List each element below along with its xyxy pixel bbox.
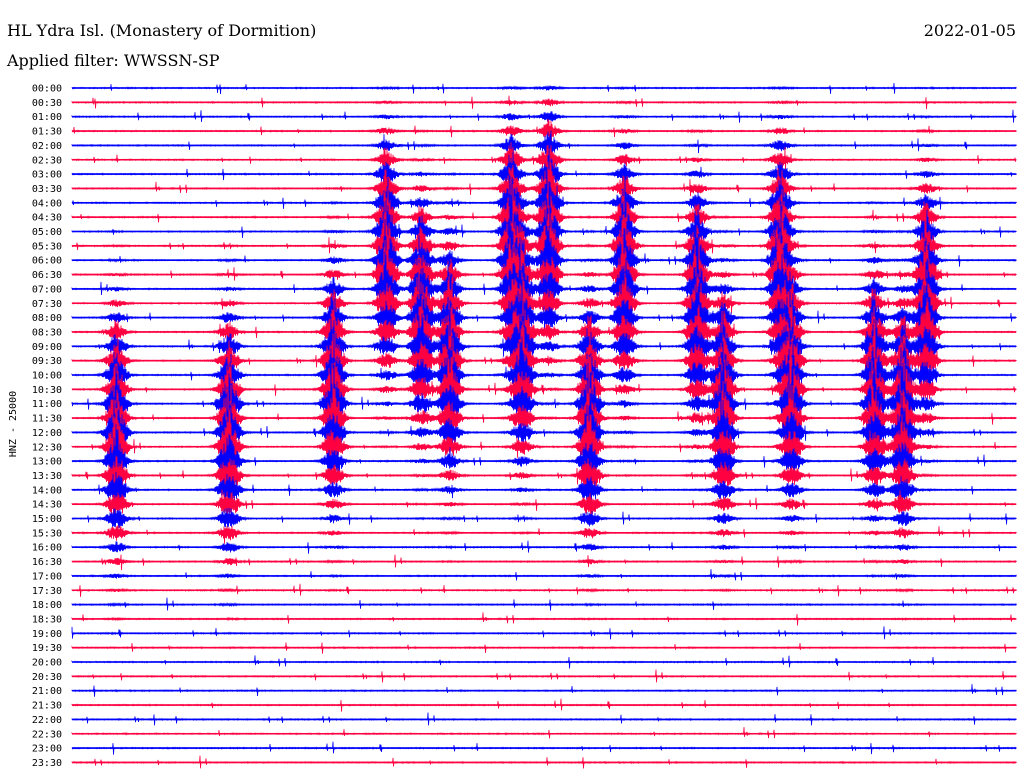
- trace-line: [71, 259, 1017, 347]
- seismic-traces: [71, 82, 1017, 769]
- time-tick-label: 19:00: [32, 629, 62, 640]
- time-tick-label: 16:30: [32, 557, 62, 568]
- time-tick-label: 21:00: [32, 686, 62, 697]
- channel-label: HNZ - 25000: [8, 391, 19, 457]
- time-tick-label: 19:30: [32, 643, 62, 654]
- time-tick-label: 03:30: [32, 184, 62, 195]
- time-tick-label: 21:30: [32, 701, 62, 712]
- time-tick-label: 02:30: [32, 155, 62, 166]
- time-tick-label: 01:00: [32, 112, 62, 123]
- trace-line: [71, 302, 1017, 388]
- time-tick-label: 04:30: [32, 213, 62, 224]
- filter-label: Applied filter: WWSSN-SP: [6, 51, 220, 70]
- time-tick-label: 09:30: [32, 356, 62, 367]
- time-tick-label: 15:30: [32, 528, 62, 539]
- time-tick-label: 14:30: [32, 500, 62, 511]
- time-tick-label: 07:00: [32, 284, 62, 295]
- time-labels: 00:00 00:30 01:00 01:30 02:00 02:30 03:00 03:30…: [32, 84, 62, 769]
- time-tick-label: 17:00: [32, 571, 62, 582]
- time-tick-label: 07:30: [32, 299, 62, 310]
- time-tick-label: 12:00: [32, 428, 62, 439]
- time-tick-label: 06:30: [32, 270, 62, 281]
- time-tick-label: 14:00: [32, 485, 62, 496]
- time-tick-label: 18:30: [32, 614, 62, 625]
- time-tick-label: 23:30: [32, 758, 62, 769]
- trace-line: [71, 319, 1017, 405]
- time-tick-label: 11:30: [32, 414, 62, 425]
- time-tick-label: 00:00: [32, 84, 62, 95]
- time-tick-label: 22:00: [32, 715, 62, 726]
- station-title: HL Ydra Isl. (Monastery of Dormition): [7, 21, 316, 40]
- time-tick-label: 06:00: [32, 256, 62, 267]
- date-label: 2022-01-05: [924, 21, 1016, 40]
- time-tick-label: 16:00: [32, 543, 62, 554]
- time-tick-label: 01:30: [32, 127, 62, 138]
- time-tick-label: 08:00: [32, 313, 62, 324]
- trace-line: [71, 390, 1017, 474]
- time-tick-label: 05:30: [32, 241, 62, 252]
- time-tick-label: 23:00: [32, 744, 62, 755]
- time-tick-label: 17:30: [32, 586, 62, 597]
- time-tick-label: 09:00: [32, 342, 62, 353]
- time-tick-label: 20:30: [32, 672, 62, 683]
- time-tick-label: 08:30: [32, 327, 62, 338]
- time-tick-label: 13:30: [32, 471, 62, 482]
- time-tick-label: 13:00: [32, 457, 62, 468]
- time-tick-label: 05:00: [32, 227, 62, 238]
- time-tick-label: 00:30: [32, 98, 62, 109]
- time-tick-label: 20:00: [32, 658, 62, 669]
- time-tick-label: 02:00: [32, 141, 62, 152]
- time-tick-label: 11:00: [32, 399, 62, 410]
- time-tick-label: 04:00: [32, 198, 62, 209]
- time-tick-label: 10:30: [32, 385, 62, 396]
- time-tick-label: 03:00: [32, 170, 62, 181]
- time-tick-label: 18:00: [32, 600, 62, 611]
- time-tick-label: 22:30: [32, 729, 62, 740]
- trace-line: [71, 344, 1017, 433]
- trace-line: [71, 288, 1017, 375]
- time-tick-label: 15:00: [32, 514, 62, 525]
- time-tick-label: 12:30: [32, 442, 62, 453]
- time-tick-label: 10:00: [32, 371, 62, 382]
